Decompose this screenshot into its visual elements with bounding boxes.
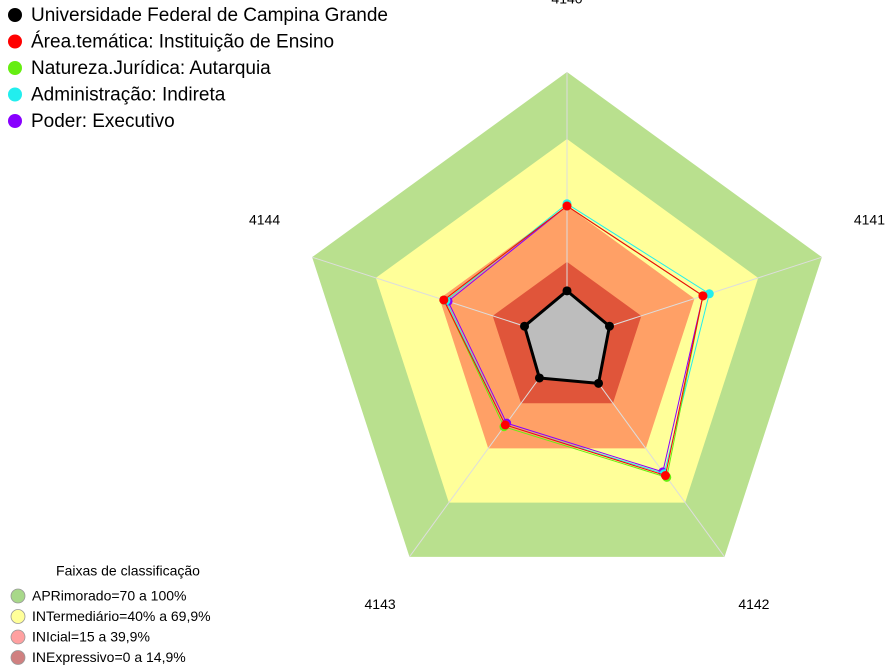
series-point: [439, 295, 449, 305]
series-point: [520, 321, 530, 331]
series-point: [534, 373, 544, 383]
bands-legend-marker: [10, 629, 26, 645]
legend-label: Administração: Indireta: [31, 85, 226, 106]
bands-legend-label: INTermediário=40% a 69,9%: [32, 608, 211, 624]
bands-legend-marker: [10, 609, 26, 624]
bands-legend-marker: [10, 588, 26, 604]
series-point: [562, 286, 572, 296]
axis-label: 4141: [854, 211, 885, 227]
series-point: [698, 291, 708, 301]
legend-marker: [8, 34, 22, 49]
series-point: [500, 420, 510, 430]
axis-label: 4143: [365, 596, 396, 612]
bands-legend-title: Faixas de classificação: [56, 563, 200, 579]
axis-label: 4142: [738, 596, 769, 612]
series-point: [594, 378, 604, 388]
legend-label: Universidade Federal de Campina Grande: [31, 5, 388, 26]
series-line: [445, 203, 710, 475]
series-point: [660, 471, 670, 481]
legend-marker: [8, 8, 22, 22]
axis-label: 4144: [249, 211, 280, 227]
bands-legend-label: APRimorado=70 a 100%: [32, 588, 187, 604]
legend-label: Área.temática: Instituição de Ensino: [31, 32, 334, 53]
axis-label: 4140: [551, 0, 582, 7]
legend-marker: [8, 114, 22, 128]
legend-marker: [8, 61, 22, 75]
series-point: [562, 201, 572, 211]
series-line: [522, 288, 612, 385]
bands-legend-label: INIcial=15 a 39,9%: [32, 629, 150, 645]
bands-legend-label: INExpressivo=0 a 14,9%: [32, 649, 186, 665]
legend-label: Natureza.Jurídica: Autarquia: [31, 58, 271, 79]
legend-marker: [8, 87, 22, 102]
series-line: [443, 205, 704, 477]
bands-legend-marker: [10, 650, 26, 665]
series-point: [604, 321, 614, 331]
legend-label: Poder: Executivo: [31, 111, 175, 132]
